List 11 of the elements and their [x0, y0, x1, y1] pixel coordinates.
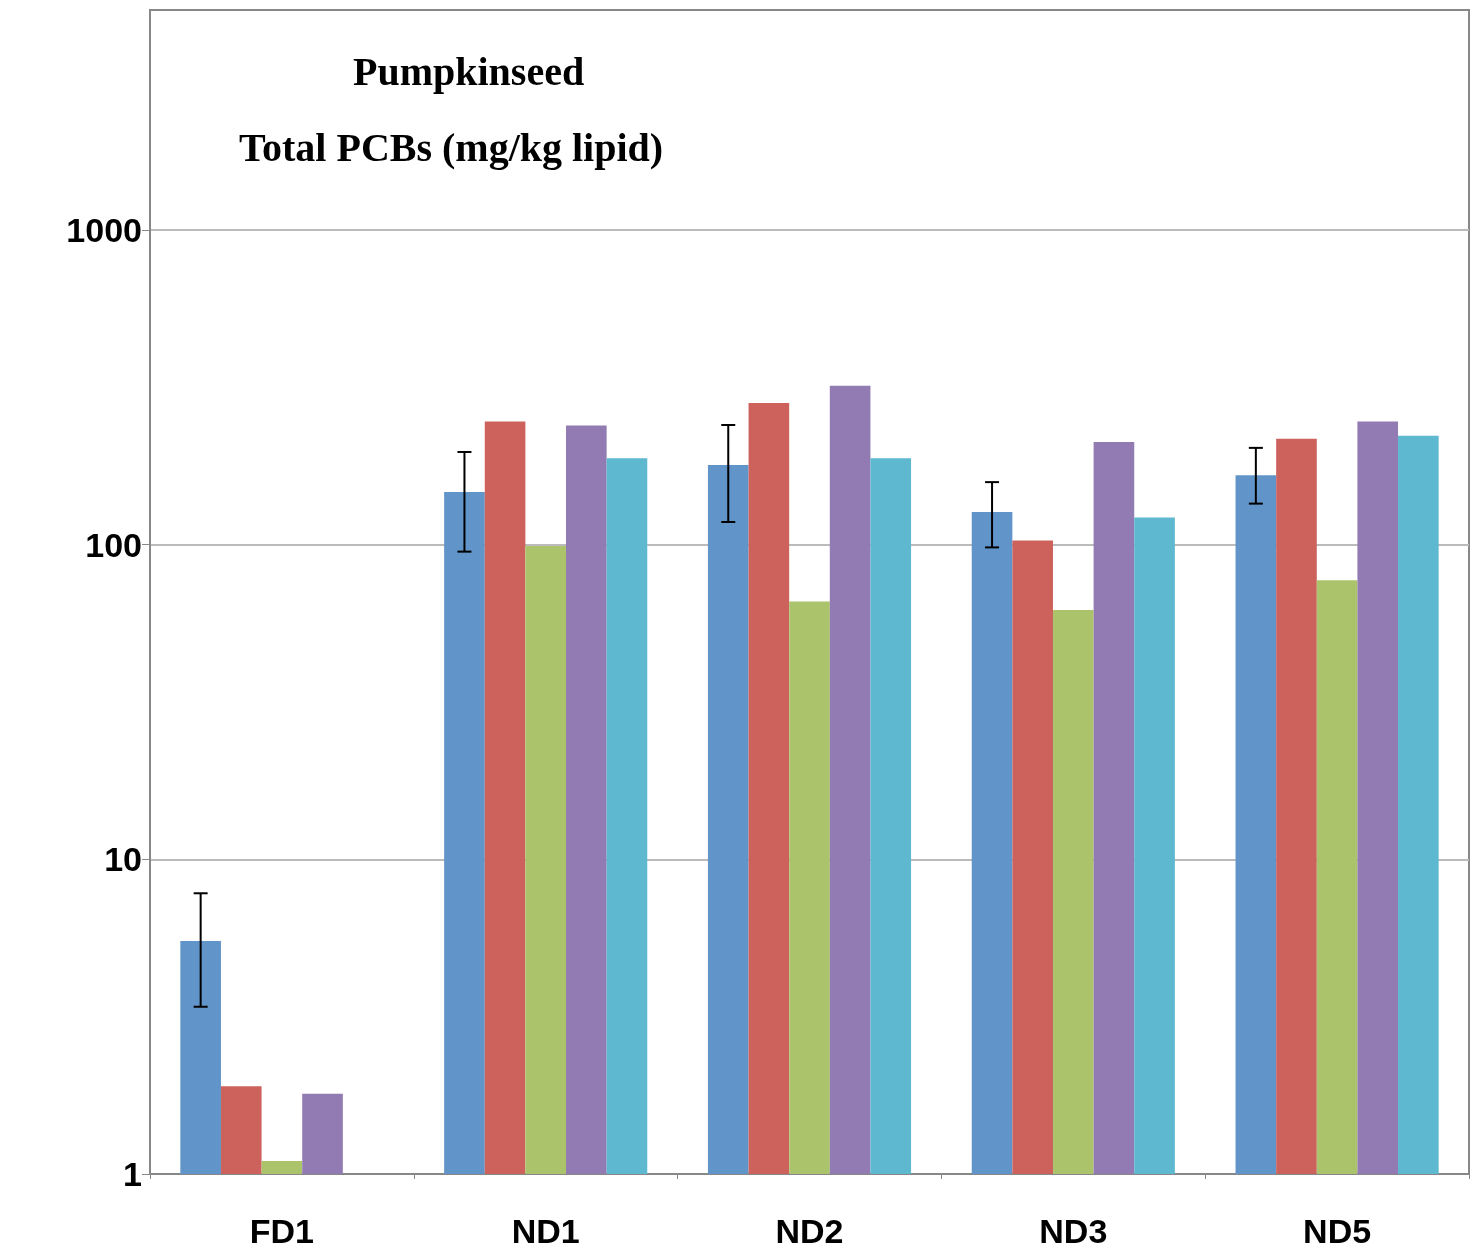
text: Pumpkinseed [353, 48, 585, 94]
x-tick-label: ND2 [775, 1212, 844, 1250]
y-tick-label: 1 [123, 1155, 142, 1193]
y-tick-label: 10 [104, 840, 142, 879]
y-tick-label: 1000 [66, 210, 142, 249]
x-tick-label: ND3 [1039, 1212, 1108, 1250]
x-tick-label: ND1 [511, 1212, 580, 1250]
y-tick-label: 100 [85, 525, 142, 564]
text: Total PCBs (mg/kg lipid) [239, 124, 664, 170]
x-tick-label: ND5 [1303, 1212, 1372, 1250]
x-tick-label: FD1 [249, 1212, 315, 1250]
